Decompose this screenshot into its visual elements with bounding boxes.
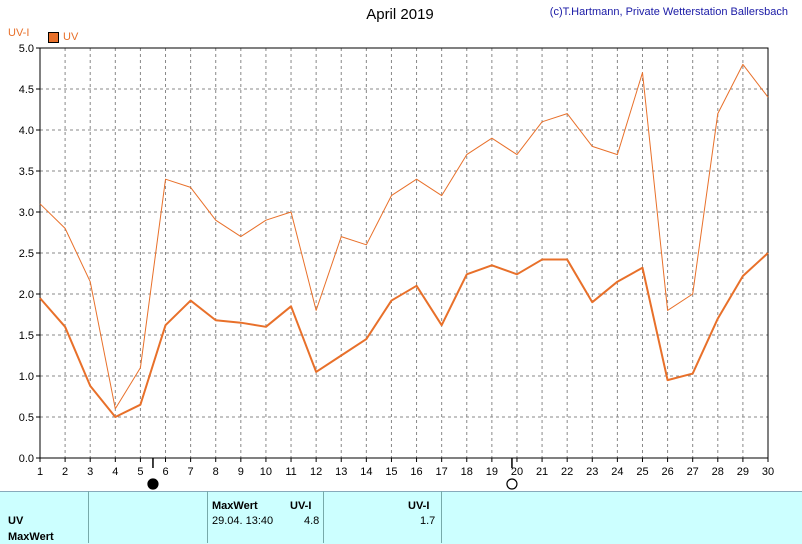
y-tick-label: 3.5 [19, 166, 34, 178]
max-value: 4.8 [304, 515, 320, 527]
x-tick-label: 21 [536, 466, 548, 478]
x-tick-label: 14 [360, 466, 372, 478]
y-tick-label: 4.5 [19, 84, 34, 96]
x-tick-label: 26 [661, 466, 673, 478]
x-tick-label: 25 [636, 466, 648, 478]
mean-value: 1.7 [420, 515, 436, 527]
col-header-maxwert: MaxWert [212, 500, 258, 512]
y-tick-label: 1.0 [19, 371, 34, 383]
y-tick-label: 0.0 [19, 453, 34, 465]
chart-axes [36, 47, 769, 462]
x-tick-label: 1 [37, 466, 43, 478]
y-tick-label: 2.5 [19, 248, 34, 260]
series-line-2 [39, 252, 769, 418]
panel-divider [441, 491, 442, 543]
x-tick-label: 7 [188, 466, 194, 478]
x-tick-label: 19 [486, 466, 498, 478]
x-tick-label: 16 [410, 466, 422, 478]
x-tick-label: 22 [561, 466, 573, 478]
x-tick-label: 29 [737, 466, 749, 478]
y-tick-label: 2.0 [19, 289, 34, 301]
legend-label: UV [63, 31, 79, 43]
row-label-maxwert: MaxWert [8, 531, 54, 543]
x-tick-label: 27 [687, 466, 699, 478]
col-header-unit: UV-I [408, 500, 430, 512]
x-tick-label: 3 [87, 466, 93, 478]
x-tick-label: 8 [213, 466, 219, 478]
stats-panel [0, 491, 802, 544]
x-tick-label: 5 [137, 466, 143, 478]
x-tick-label: 18 [461, 466, 473, 478]
panel-divider [88, 491, 89, 543]
legend-swatch [48, 31, 59, 43]
panel-divider [207, 491, 208, 543]
x-tick-labels: 1 2 3 4 5 6 7 8 9 10 11 12 13 14 15 16 17 18 19 20 21 22 23 24 2… [37, 466, 774, 478]
x-tick-label: 24 [611, 466, 623, 478]
y-tick-label: 5.0 [19, 43, 34, 55]
max-datetime: 29.04. 13:40 [212, 515, 274, 527]
x-tick-label: 17 [436, 466, 448, 478]
x-tick-label: 13 [335, 466, 347, 478]
x-tick-label: 9 [238, 466, 244, 478]
row-label-uv: UV [8, 515, 24, 527]
x-tick-label: 23 [586, 466, 598, 478]
legend: UV [48, 31, 78, 43]
panel-divider [323, 491, 324, 543]
y-tick-label: 4.0 [19, 125, 34, 137]
y-axis-label: UV-I [8, 27, 30, 39]
y-tick-label: 0.5 [19, 412, 34, 424]
x-tick-label: 2 [62, 466, 68, 478]
x-tick-label: 11 [285, 466, 296, 478]
y-tick-labels: 0.0 0.5 1.0 1.5 2.0 2.5 3.0 3.5 4.0 4.5 5.0 [19, 43, 34, 465]
x-tick-label: 28 [712, 466, 724, 478]
new-moon-icon [506, 478, 518, 490]
x-tick-label: 30 [762, 466, 774, 478]
chart-title: April 2019 [366, 6, 434, 23]
x-tick-label: 20 [511, 466, 523, 478]
x-tick-label: 6 [162, 466, 168, 478]
y-tick-label: 3.0 [19, 207, 34, 219]
chart-series [39, 63, 769, 418]
x-tick-label: 15 [385, 466, 397, 478]
col-header-unit: UV-I [290, 500, 312, 512]
x-tick-label: 10 [260, 466, 272, 478]
series-line-1 [39, 63, 769, 410]
full-moon-icon [147, 478, 159, 490]
x-tick-label: 4 [112, 466, 118, 478]
x-tick-label: 12 [310, 466, 322, 478]
credit-text: (c)T.Hartmann, Private Wetterstation Bal… [549, 6, 788, 18]
chart-grid [39, 47, 769, 459]
y-tick-label: 1.5 [19, 330, 34, 342]
moon-phase-markers [147, 458, 518, 490]
